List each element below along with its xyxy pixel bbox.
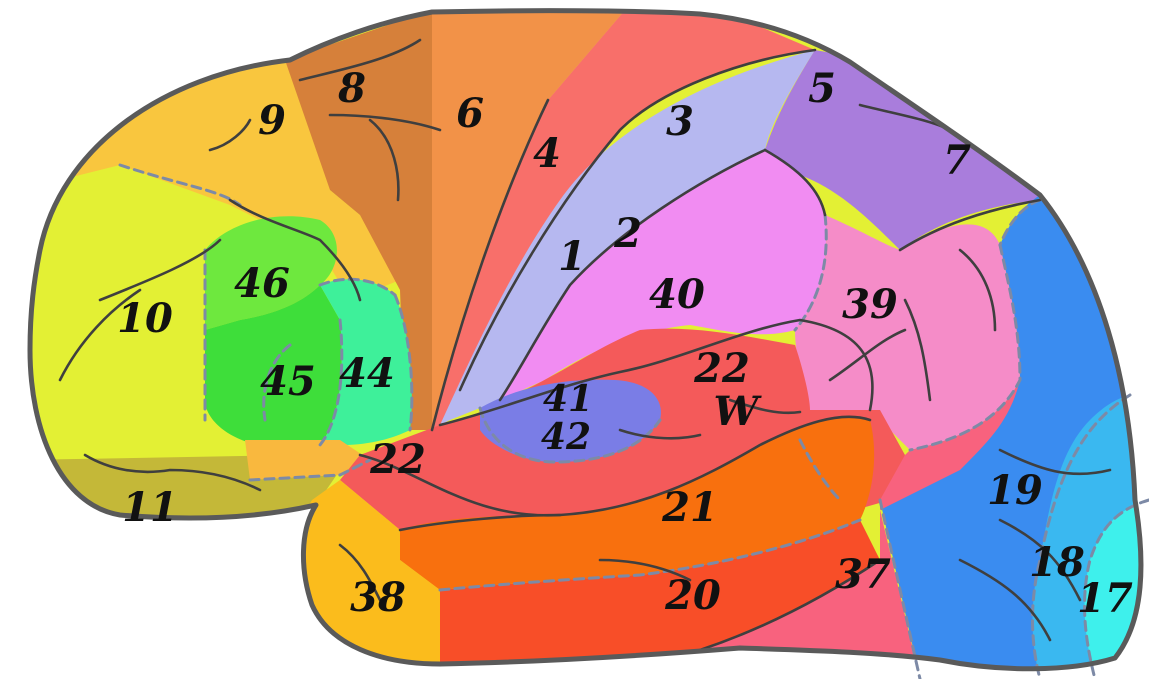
label-area-2: 2 [613, 210, 642, 257]
label-area-22-upper: 22 [693, 345, 750, 392]
area-47-region [245, 440, 370, 480]
label-area-40: 40 [649, 271, 705, 318]
label-area-42: 42 [541, 416, 591, 458]
area-3-region [440, 50, 815, 425]
label-area-39: 39 [842, 281, 898, 328]
label-area-7: 7 [943, 137, 971, 184]
area-4-region [432, 10, 815, 430]
label-area-1: 1 [558, 233, 586, 280]
label-area-21: 21 [661, 484, 718, 531]
area-borders [118, 163, 1149, 679]
label-area-w: W [714, 388, 763, 435]
label-area-3: 3 [666, 98, 694, 145]
label-area-5: 5 [808, 65, 836, 112]
label-area-11: 11 [122, 484, 178, 531]
label-area-4: 4 [533, 130, 561, 177]
area-37-region [700, 380, 1020, 669]
label-area-8: 8 [337, 65, 366, 112]
area-20-region [440, 520, 880, 669]
label-area-41: 41 [543, 378, 593, 420]
area-39-region [795, 215, 1020, 450]
label-area-45: 45 [260, 358, 316, 405]
label-area-37: 37 [835, 551, 891, 598]
label-area-38: 38 [350, 574, 406, 621]
label-area-6: 6 [456, 90, 484, 137]
area-44-region [320, 279, 412, 445]
area-5-7-region [765, 50, 1045, 250]
area-6-region [432, 10, 625, 430]
area-8-region [285, 10, 432, 430]
area-labels: 8 6 9 4 3 5 7 1 2 10 46 40 39 45 44 22 W… [117, 65, 1133, 622]
label-area-9: 9 [258, 97, 286, 144]
area-45-region [205, 285, 342, 445]
label-area-20: 20 [664, 572, 721, 619]
label-area-10: 10 [117, 295, 173, 342]
label-area-17: 17 [1077, 575, 1133, 622]
label-area-46: 46 [234, 260, 290, 307]
label-area-18: 18 [1029, 539, 1085, 586]
label-area-22-lower: 22 [369, 436, 426, 483]
area-40-region [500, 150, 827, 400]
area-46-region [205, 216, 337, 330]
brain-outline [27, 8, 1144, 672]
label-area-19: 19 [987, 467, 1043, 514]
area-21-region [400, 416, 875, 590]
label-area-44: 44 [339, 350, 395, 397]
sulci-lines [58, 38, 1112, 652]
